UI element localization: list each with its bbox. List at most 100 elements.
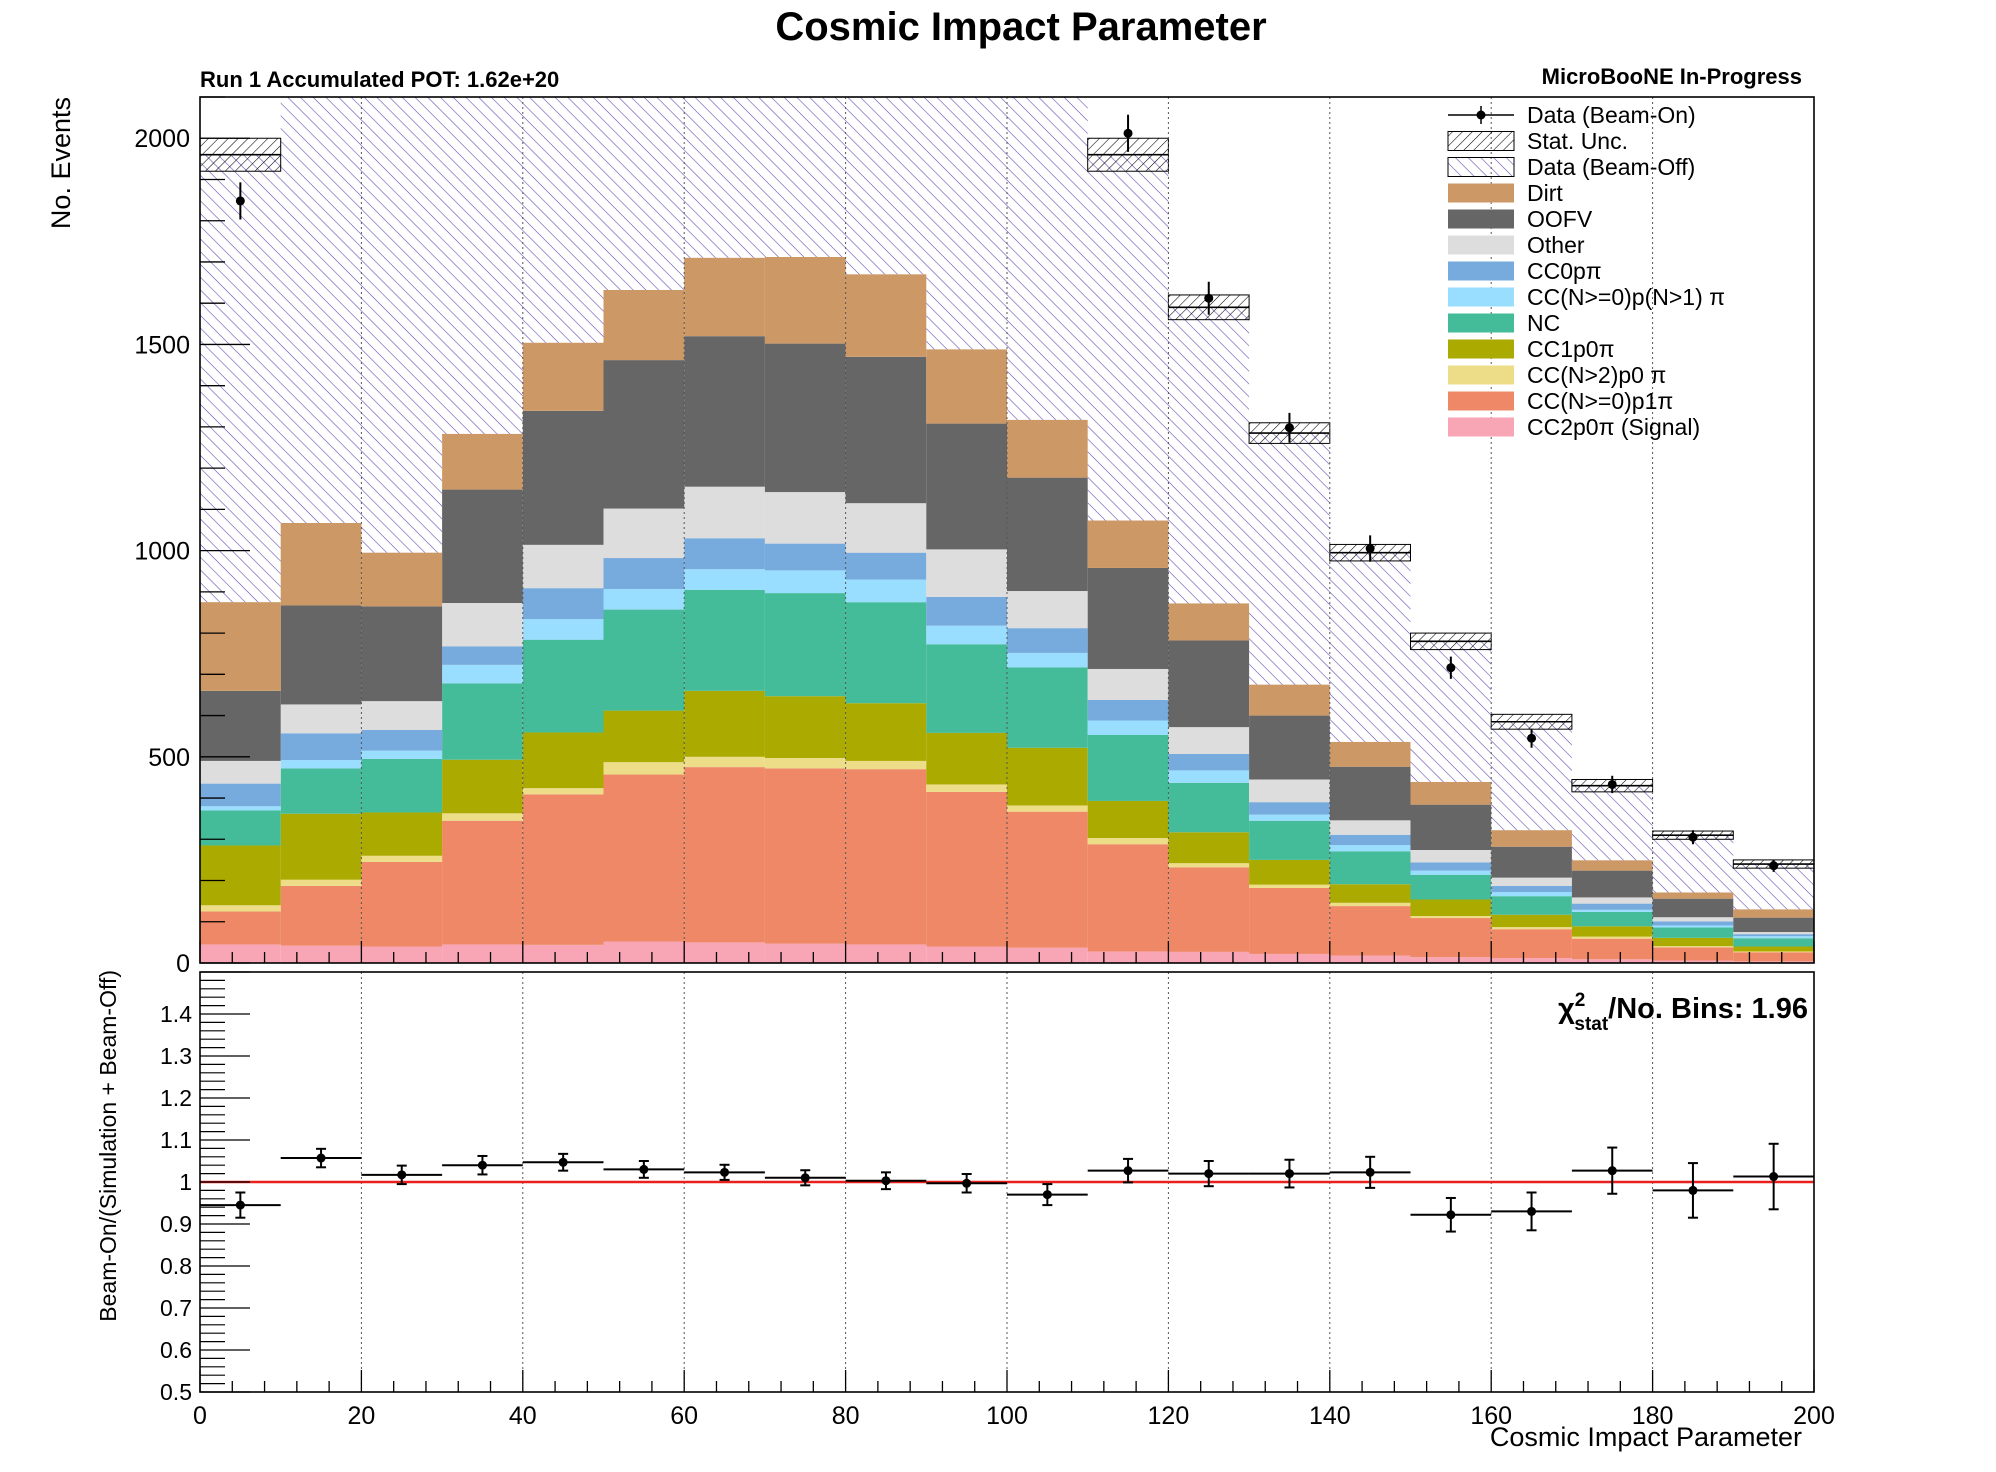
ratio-point <box>1527 1206 1537 1216</box>
experiment-label: MicroBooNE In-Progress <box>1542 64 1802 89</box>
bar-ccnpn1pi <box>603 588 685 610</box>
bar-oofv <box>1007 477 1088 592</box>
legend-label: OOFV <box>1527 206 1593 232</box>
bar-cc1p0pi <box>1410 899 1492 916</box>
bar-ccnpn1pi <box>442 664 523 684</box>
bar-ccnpn1pi <box>764 570 846 594</box>
bar-ccnp1pi <box>1087 844 1169 952</box>
bar-cc1p0pi <box>764 696 846 759</box>
series-other <box>200 486 1814 935</box>
bar-oofv <box>603 360 685 509</box>
bar-signal <box>845 944 927 963</box>
bar-ccnp1pi <box>764 768 846 944</box>
legend-swatch <box>1448 235 1514 255</box>
bar-beam-off <box>1249 433 1330 685</box>
bar-oofv <box>1652 898 1734 918</box>
bar-other <box>603 508 685 559</box>
x-tick-label: 80 <box>832 1402 860 1430</box>
legend-item-cc1p0pi: CC1p0π <box>1448 336 1614 362</box>
ratio-ticks: 0.5 0.6 0.7 0.8 0.9 1 1.1 1.2 1.3 1.4 0 20 40 60 80 100… <box>160 971 1835 1430</box>
series-dirt <box>200 257 1814 918</box>
bar-signal <box>603 941 685 963</box>
bar-dirt <box>1168 603 1250 641</box>
legend-marker-dot <box>1476 110 1486 120</box>
bar-cc1p0pi <box>684 690 765 757</box>
bar-dirt <box>442 433 523 490</box>
legend-swatch <box>1448 391 1514 411</box>
ratio-point <box>1446 1210 1456 1220</box>
bar-other <box>684 486 765 539</box>
ratio-point <box>720 1167 730 1177</box>
y-tick-label: 2000 <box>134 125 190 153</box>
y-tick-label: 1000 <box>134 538 190 566</box>
bar-ccnpn1pi <box>280 760 362 769</box>
legend-item-dirt: Dirt <box>1448 180 1563 206</box>
x-tick-label: 180 <box>1632 1402 1674 1430</box>
bar-dirt <box>603 289 685 361</box>
x-tick-label: 120 <box>1148 1402 1190 1430</box>
legend: Data (Beam-On)Stat. Unc.Data (Beam-Off)D… <box>1447 102 1725 440</box>
bar-cc1p0pi <box>845 703 927 761</box>
bar-ccnp1pi <box>280 885 362 946</box>
bar-beam-off <box>1571 785 1653 861</box>
y-tick-label: 0 <box>176 950 190 978</box>
bar-cc1p0pi <box>442 759 523 814</box>
bar-ccnp1pi <box>1168 867 1250 952</box>
bar-signal <box>684 942 765 963</box>
data-point <box>1688 832 1698 842</box>
bar-ccn2p0pi <box>1733 951 1814 953</box>
chi2-annotation: χ2 stat/No. Bins: 1.96 <box>1558 990 1808 1035</box>
bar-ccn2p0pi <box>522 788 604 795</box>
bar-dirt <box>1087 520 1169 568</box>
bar-ccnpn1pi <box>1007 652 1088 668</box>
beam-off-stack <box>200 97 1814 910</box>
bar-cc1p0pi <box>1007 747 1088 806</box>
bar-nc <box>845 602 927 704</box>
bar-signal <box>200 944 281 963</box>
bar-ccnp1pi <box>200 911 281 945</box>
bar-other <box>442 602 523 647</box>
bar-ccnp1pi <box>1329 906 1411 956</box>
bar-dirt <box>1249 684 1330 716</box>
bar-cc1p0pi <box>361 812 443 856</box>
bar-ccnp1pi <box>522 794 604 945</box>
bar-ccnp1pi <box>845 769 927 945</box>
legend-label: Dirt <box>1527 180 1563 206</box>
bar-signal <box>1571 959 1653 963</box>
bar-cc0ppi <box>1652 921 1734 926</box>
bar-ccnpn1pi <box>926 625 1007 645</box>
bar-cc0ppi <box>280 733 362 761</box>
bar-ccnp1pi <box>1733 952 1814 962</box>
bar-cc0ppi <box>926 596 1007 626</box>
bar-signal <box>280 945 362 963</box>
ratio-y-tick-label: 0.6 <box>160 1337 192 1363</box>
bar-ccn2p0pi <box>926 784 1007 792</box>
ratio-point <box>477 1160 487 1170</box>
bar-ccnp1pi <box>603 774 685 942</box>
bar-nc <box>1329 851 1411 885</box>
bar-beam-off <box>361 97 443 553</box>
ratio-plot: 0.5 0.6 0.7 0.8 0.9 1 1.1 1.2 1.3 1.4 0 20 40 60 80 100… <box>160 971 1835 1430</box>
bar-nc <box>1249 820 1330 860</box>
bar-nc <box>1571 911 1653 927</box>
bar-other <box>1652 917 1734 922</box>
bar-oofv <box>280 605 362 705</box>
bar-oofv <box>926 423 1007 550</box>
bar-cc0ppi <box>1007 628 1088 653</box>
data-point <box>1607 779 1617 789</box>
bar-other <box>845 503 927 553</box>
main-y-ticks: 0 500 1000 1500 2000 <box>134 96 1815 978</box>
chart-title: Cosmic Impact Parameter <box>775 5 1266 49</box>
series-ccnpn1pi <box>200 569 1814 939</box>
bar-ccnp1pi <box>1571 938 1653 960</box>
bar-ccn2p0pi <box>1491 927 1572 930</box>
x-tick-label: 60 <box>670 1402 698 1430</box>
bar-cc0ppi <box>200 783 281 807</box>
bar-beam-off <box>1007 97 1088 420</box>
bar-nc <box>200 810 281 846</box>
bar-oofv <box>1733 917 1814 933</box>
bar-other <box>1491 877 1572 886</box>
bar-dirt <box>280 522 362 606</box>
legend-item-stat: Stat. Unc. <box>1447 128 1628 154</box>
bar-oofv <box>200 690 281 761</box>
